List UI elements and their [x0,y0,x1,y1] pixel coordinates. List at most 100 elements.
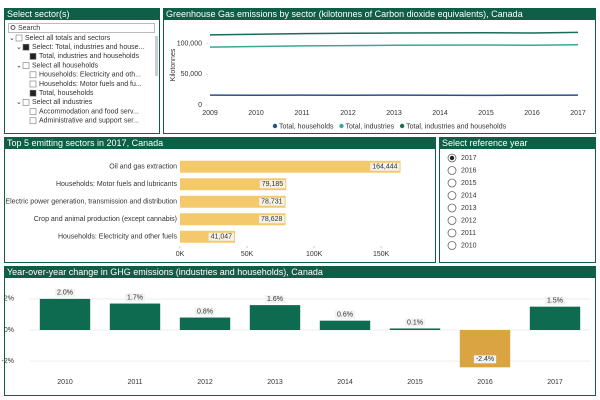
sector-item[interactable]: Administrative and support ser... [39,118,139,125]
value-label-bg [405,318,425,327]
x-tick-label: 2016 [477,379,493,386]
y-tick-label: 100,000 [177,40,202,47]
checkbox[interactable] [29,89,37,97]
value-label: 0.8% [197,308,213,315]
checkbox[interactable] [22,62,30,69]
headers [4,8,596,278]
year-option[interactable]: 2016 [461,167,477,174]
checkbox[interactable] [29,117,37,125]
search-box[interactable] [8,23,155,33]
x-tick-label: 2017 [570,110,586,117]
x-tick-label: 2013 [267,379,283,386]
panel-title: Greenhouse Gas emissions by sector (kilo… [166,9,523,19]
checkbox[interactable] [22,99,30,106]
sector-item[interactable]: Total, households [39,90,94,97]
value-label: 78,731 [261,199,283,206]
value-label-bg [473,355,497,364]
search-placeholder[interactable]: Search [18,25,40,32]
legend-swatch[interactable] [272,123,278,129]
x-tick-label: 2012 [197,379,213,386]
radio[interactable] [447,241,457,250]
legend-swatch[interactable] [399,123,405,129]
header-bar [4,137,436,149]
checkbox[interactable] [22,43,30,51]
x-tick-label: 2009 [202,110,218,117]
bar[interactable] [109,303,161,330]
bar[interactable] [180,178,287,191]
x-tick-label: 100K [306,251,323,258]
bar[interactable] [389,328,441,330]
legend-label[interactable]: Total, industries and households [406,123,507,130]
checkbox[interactable] [29,108,37,115]
category-label: Crop and animal production (except canna… [34,216,177,223]
x-tick-label: 2011 [127,379,142,386]
radio[interactable] [447,178,457,188]
year-option[interactable]: 2017 [461,155,477,162]
expand-icon[interactable]: ⌄ [16,62,22,69]
checkbox[interactable] [15,34,23,42]
value-label-bg [265,295,285,304]
x-tick-label: 2016 [524,110,540,117]
radio[interactable] [447,216,457,225]
sector-item[interactable]: Select all industries [32,99,93,106]
year-option[interactable]: 2012 [461,217,477,224]
x-tick-label: 2011 [294,110,309,117]
y-tick-label: 0% [4,327,14,334]
sector-item[interactable]: Total, industries and households [39,53,140,60]
value-label-bg [55,288,75,297]
sector-item[interactable]: Select all totals and sectors [25,35,111,42]
x-tick-label: 2014 [432,110,448,117]
value-label: -2.4% [476,356,494,363]
series-line [209,43,579,48]
y-tick-label: 2% [4,296,14,303]
radio[interactable] [447,203,457,213]
bar[interactable] [319,320,371,330]
sector-item[interactable]: Households: Electricity and oth... [39,72,141,79]
series-line [209,31,579,36]
legend-label[interactable]: Total, industries [345,123,394,130]
legend-label[interactable]: Total, households [279,123,334,130]
y-axis-label: Kilotonnes [170,48,177,81]
radio[interactable] [447,228,457,238]
x-tick-label: 0K [176,251,185,258]
bar[interactable] [180,160,401,173]
sector-item[interactable]: Accommodation and food serv... [39,108,139,115]
category-label: Households: Electricity and other fuels [58,234,178,241]
y-tick-label: -2% [2,358,14,365]
checkbox[interactable] [29,80,37,88]
year-option[interactable]: 2010 [461,242,477,249]
header-bar [4,8,160,20]
radio[interactable] [447,191,457,200]
expand-icon[interactable]: ⌄ [9,35,15,42]
checkbox[interactable] [29,71,37,79]
value-label: 79,185 [262,181,284,188]
checkbox[interactable] [29,53,37,60]
x-tick-label: 2013 [386,110,402,117]
radio[interactable] [447,166,457,175]
expand-icon[interactable]: ⌄ [16,44,22,51]
x-tick-label: 2012 [340,110,356,117]
value-label-bg [335,310,355,319]
bar[interactable] [529,306,581,330]
value-label-bg [259,180,286,189]
value-label-bg [208,232,235,241]
year-option[interactable]: 2015 [461,180,477,187]
panel-title: Top 5 emitting sectors in 2017, Canada [7,138,163,148]
year-option[interactable]: 2014 [461,192,477,199]
header-bar [163,8,596,20]
bar[interactable] [179,317,231,330]
category-label: Oil and gas extraction [109,164,177,171]
expand-icon[interactable]: ⌄ [16,99,22,106]
header-bar [4,266,596,278]
year-option[interactable]: 2013 [461,205,477,212]
bar[interactable] [39,298,91,330]
sector-item[interactable]: Select all households [32,62,99,69]
year-option[interactable]: 2011 [461,230,476,237]
legend-swatch[interactable] [339,123,344,129]
sector-item[interactable]: Households: Motor fuels and fu... [39,81,142,88]
panel-title: Year-over-year change in GHG emissions (… [7,267,323,277]
value-label-bg [370,162,400,171]
sector-item[interactable]: Select: Total, industries and house... [32,44,144,51]
bar[interactable] [249,305,301,330]
